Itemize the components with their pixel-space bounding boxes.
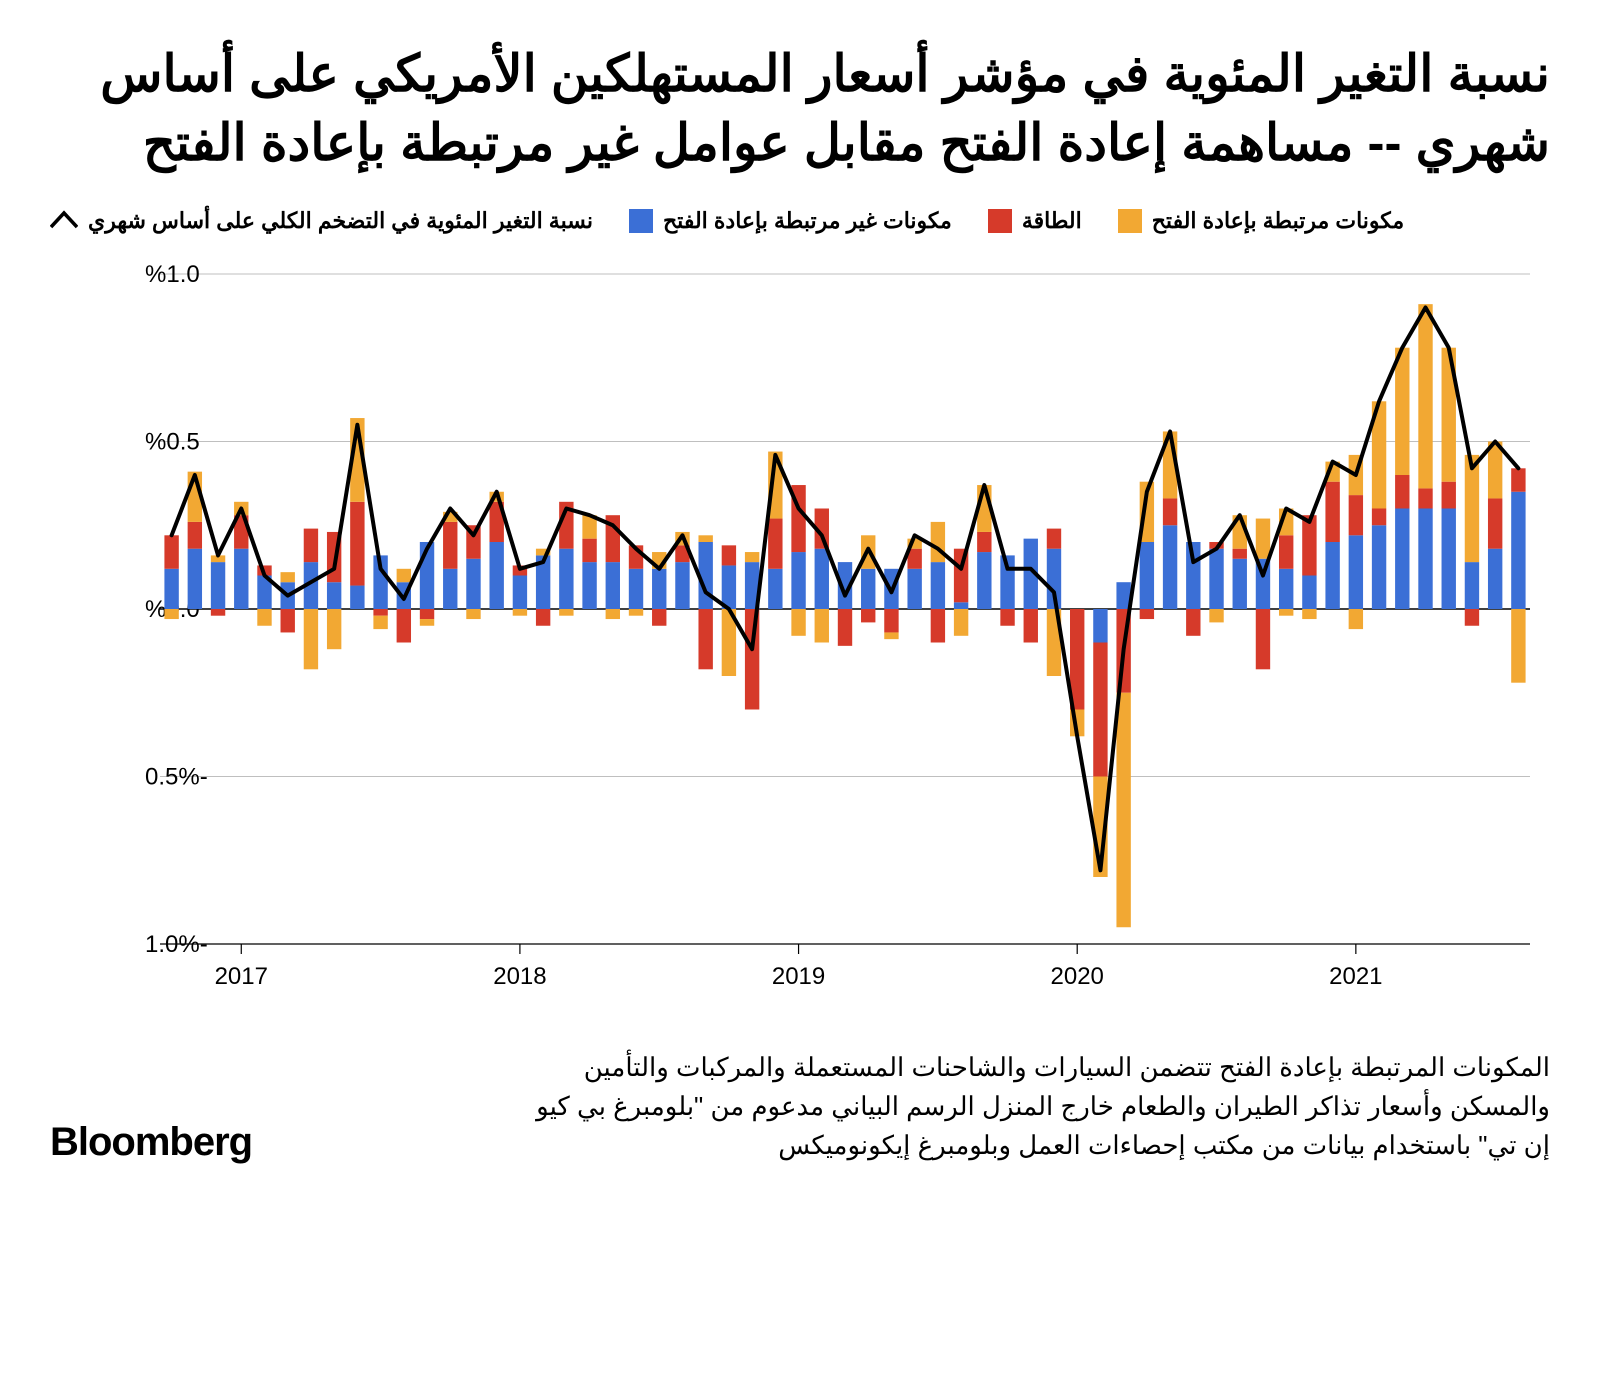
chart-area: -1.0%-0.5%%0.0%0.5%1.0201720182019202020… <box>50 264 1550 1004</box>
svg-text:2020: 2020 <box>1051 963 1104 990</box>
legend-headline-label: نسبة التغير المئوية في التضخم الكلي على … <box>88 208 593 234</box>
svg-text:2017: 2017 <box>215 963 268 990</box>
legend-headline: نسبة التغير المئوية في التضخم الكلي على … <box>50 208 593 234</box>
blue-swatch-icon <box>629 209 653 233</box>
svg-text:2021: 2021 <box>1329 963 1382 990</box>
svg-text:-0.5%: -0.5% <box>145 763 208 790</box>
svg-text:2018: 2018 <box>493 963 546 990</box>
legend-reopen-label: مكونات مرتبطة بإعادة الفتح <box>1152 208 1404 234</box>
legend-energy: الطاقة <box>988 208 1082 234</box>
svg-text:%0.5: %0.5 <box>145 428 200 455</box>
red-swatch-icon <box>988 209 1012 233</box>
orange-swatch-icon <box>1118 209 1142 233</box>
legend-energy-label: الطاقة <box>1022 208 1082 234</box>
brand-logo: Bloomberg <box>50 1120 252 1165</box>
chart-footnote: المكونات المرتبطة بإعادة الفتح تتضمن الس… <box>530 1048 1550 1165</box>
legend-reopen: مكونات مرتبطة بإعادة الفتح <box>1118 208 1404 234</box>
svg-text:2019: 2019 <box>772 963 825 990</box>
line-swatch-icon <box>50 209 78 233</box>
legend: نسبة التغير المئوية في التضخم الكلي على … <box>50 208 1550 234</box>
legend-non-reopen-label: مكونات غير مرتبطة بإعادة الفتح <box>663 208 952 234</box>
svg-text:%1.0: %1.0 <box>145 264 200 288</box>
chart-title: نسبة التغير المئوية في مؤشر أسعار المسته… <box>50 40 1550 178</box>
legend-non-reopen: مكونات غير مرتبطة بإعادة الفتح <box>629 208 952 234</box>
